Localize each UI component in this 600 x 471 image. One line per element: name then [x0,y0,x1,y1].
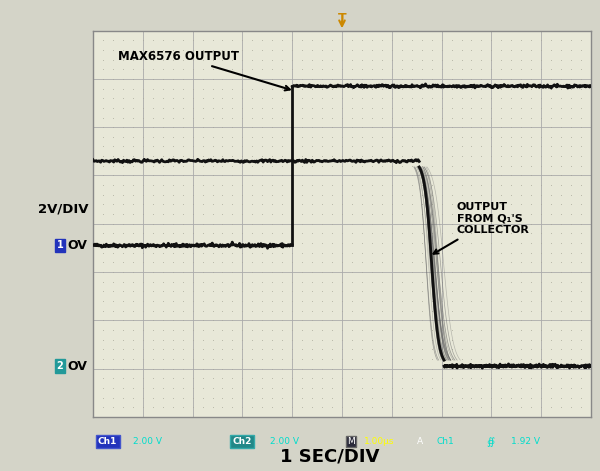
Text: A: A [416,437,423,446]
Text: ∯: ∯ [487,437,494,447]
Text: T: T [338,12,346,25]
Text: 2: 2 [56,361,64,371]
Text: OUTPUT
FROM Q₁'S
COLLECTOR: OUTPUT FROM Q₁'S COLLECTOR [434,202,529,254]
Text: 2.00 V: 2.00 V [133,437,162,446]
Text: 2V/DIV: 2V/DIV [38,203,88,216]
Text: M: M [347,437,355,446]
Text: Ch1: Ch1 [437,437,454,446]
Text: OV: OV [67,239,87,252]
Text: 2.00 V: 2.00 V [270,437,299,446]
Text: 1: 1 [56,241,64,251]
Text: 1.92 V: 1.92 V [511,437,541,446]
Text: 1 SEC/DIV: 1 SEC/DIV [280,447,380,465]
Text: Ch2: Ch2 [232,437,252,446]
Text: 1.00µs: 1.00µs [364,437,395,446]
Text: MAX6576 OUTPUT: MAX6576 OUTPUT [118,49,290,90]
Text: Ch1: Ch1 [98,437,118,446]
Text: OV: OV [67,360,87,373]
